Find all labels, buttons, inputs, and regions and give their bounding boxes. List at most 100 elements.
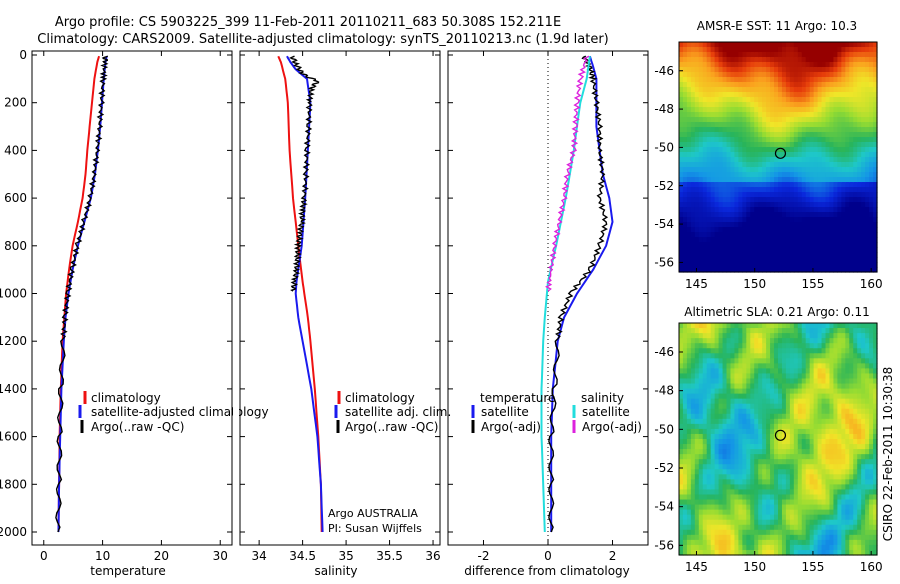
heatmap-cell: [698, 167, 704, 173]
heatmap-cell: [694, 514, 700, 521]
heatmap-cell: [817, 333, 823, 339]
heatmap-cell: [837, 102, 842, 108]
heatmap-cell: [742, 398, 747, 405]
heatmap-cell: [746, 529, 751, 536]
heatmap-cell: [809, 549, 815, 556]
heatmap-cell: [869, 348, 874, 354]
heatmap-cell: [686, 454, 692, 460]
heatmap-cell: [797, 549, 803, 556]
heatmap-cell: [722, 117, 728, 123]
heatmap-cell: [813, 363, 819, 369]
y-tick-label: 2000: [0, 525, 27, 539]
heatmap-cell: [750, 398, 755, 405]
heatmap-cell: [766, 202, 771, 208]
heatmap-cell: [710, 449, 716, 455]
heatmap-cell: [829, 217, 835, 223]
heatmap-cell: [738, 469, 743, 475]
heatmap-cell: [758, 267, 763, 273]
heatmap-cell: [873, 403, 878, 410]
heatmap-cell: [694, 202, 700, 208]
heatmap-cell: [746, 157, 751, 163]
heatmap-cell: [714, 267, 720, 273]
heatmap-cell: [706, 539, 712, 546]
heatmap-cell: [730, 444, 736, 450]
heatmap-cell: [690, 358, 696, 364]
heatmap-cell: [734, 418, 739, 425]
heatmap-cell: [825, 474, 831, 480]
heatmap-cell: [762, 433, 767, 440]
heatmap-cell: [865, 87, 870, 93]
heatmap-cell: [774, 454, 779, 460]
heatmap-cell: [809, 232, 815, 238]
heatmap-cell: [841, 237, 846, 243]
heatmap-cell: [714, 62, 720, 68]
heatmap-cell: [774, 529, 779, 536]
heatmap-cell: [837, 247, 842, 253]
heatmap-cell: [770, 87, 775, 93]
heatmap-cell: [869, 439, 874, 445]
heatmap-cell: [841, 433, 846, 440]
heatmap-cell: [734, 42, 739, 48]
heatmap-cell: [829, 413, 835, 420]
heatmap-cell: [849, 519, 854, 526]
heatmap-cell: [857, 504, 862, 511]
heatmap-cell: [682, 388, 688, 395]
heatmap-cell: [873, 257, 878, 263]
heatmap-cell: [781, 469, 787, 475]
heatmap-cell: [813, 92, 819, 98]
heatmap-cell: [853, 393, 858, 400]
heatmap-cell: [793, 107, 799, 113]
heatmap-cell: [809, 358, 815, 364]
heatmap-cell: [686, 338, 692, 344]
heatmap-cell: [781, 368, 787, 375]
heatmap-cell: [774, 358, 779, 364]
heatmap-cell: [682, 227, 688, 233]
heatmap-cell: [762, 172, 767, 178]
heatmap-cell: [682, 403, 688, 410]
heatmap-cell: [829, 117, 835, 123]
heatmap-cell: [801, 549, 807, 556]
heatmap-cell: [809, 444, 815, 450]
heatmap-cell: [849, 363, 854, 369]
heatmap-cell: [762, 197, 767, 203]
heatmap-cell: [817, 197, 823, 203]
heatmap-cell: [730, 47, 736, 53]
heatmap-cell: [805, 444, 811, 450]
heatmap-cell: [837, 177, 842, 183]
heatmap-cell: [750, 57, 755, 63]
heatmap-cell: [805, 202, 811, 208]
heatmap-cell: [805, 378, 811, 385]
heatmap-cell: [821, 373, 827, 380]
heatmap-cell: [714, 534, 720, 541]
heatmap-cell: [845, 464, 850, 470]
heatmap-cell: [797, 222, 803, 228]
heatmap-cell: [738, 439, 743, 445]
heatmap-cell: [841, 418, 846, 425]
heatmap-cell: [738, 257, 743, 263]
heatmap-cell: [805, 92, 811, 98]
heatmap-cell: [679, 403, 684, 410]
heatmap-cell: [690, 529, 696, 536]
heatmap-cell: [702, 187, 708, 193]
heatmap-cell: [770, 469, 775, 475]
heatmap-cell: [801, 72, 807, 78]
heatmap-cell: [774, 152, 779, 158]
heatmap-cell: [833, 157, 838, 163]
heatmap-cell: [829, 439, 835, 445]
heatmap-cell: [714, 92, 720, 98]
heatmap-cell: [801, 358, 807, 364]
heatmap-cell: [797, 524, 803, 531]
heatmap-cell: [809, 152, 815, 158]
heatmap-cell: [734, 102, 739, 108]
heatmap-cell: [869, 333, 874, 339]
heatmap-cell: [726, 217, 732, 223]
heatmap-cell: [762, 67, 767, 73]
heatmap-cell: [853, 479, 858, 485]
heatmap-cell: [785, 197, 791, 203]
heatmap-cell: [853, 403, 858, 410]
heatmap-cell: [797, 444, 803, 450]
heatmap-cell: [702, 529, 708, 536]
heatmap-cell: [718, 247, 724, 253]
heatmap-cell: [813, 82, 819, 88]
heatmap-cell: [845, 459, 850, 465]
